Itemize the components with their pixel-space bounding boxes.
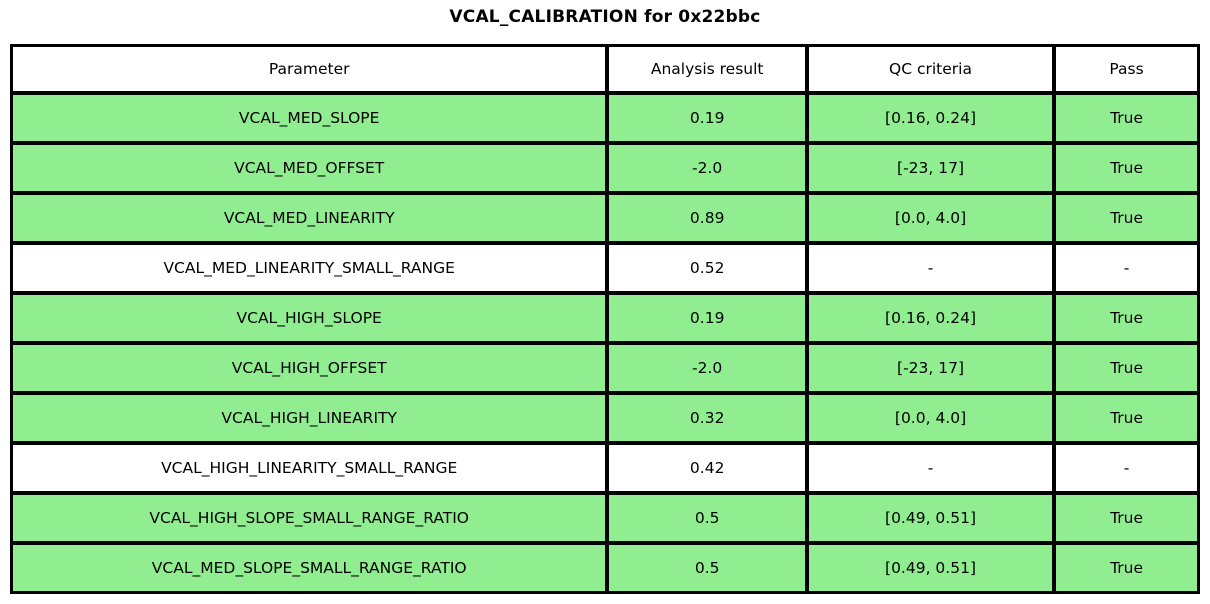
qc-criteria-cell: [0.0, 4.0] bbox=[806, 193, 1055, 243]
qc-table-body: VCAL_MED_SLOPE 0.19 [0.16, 0.24] True VC… bbox=[11, 93, 1199, 593]
pass-cell: - bbox=[1054, 443, 1199, 493]
table-row: VCAL_MED_OFFSET -2.0 [-23, 17] True bbox=[11, 143, 1199, 193]
parameter-cell: VCAL_MED_LINEARITY_SMALL_RANGE bbox=[11, 243, 608, 293]
analysis-result-cell: 0.5 bbox=[607, 493, 807, 543]
figure-title: VCAL_CALIBRATION for 0x22bbc bbox=[449, 7, 761, 27]
parameter-cell: VCAL_HIGH_LINEARITY bbox=[11, 393, 608, 443]
table-row: VCAL_MED_SLOPE_SMALL_RANGE_RATIO 0.5 [0.… bbox=[11, 543, 1199, 593]
col-header-qc-criteria: QC criteria bbox=[806, 45, 1055, 93]
table-row: VCAL_HIGH_OFFSET -2.0 [-23, 17] True bbox=[11, 343, 1199, 393]
pass-cell: True bbox=[1054, 493, 1199, 543]
qc-criteria-cell: [0.49, 0.51] bbox=[806, 543, 1055, 593]
table-row: VCAL_MED_LINEARITY_SMALL_RANGE 0.52 - - bbox=[11, 243, 1199, 293]
qc-results-table: Parameter Analysis result QC criteria Pa… bbox=[10, 44, 1200, 594]
qc-criteria-cell: [0.16, 0.24] bbox=[806, 293, 1055, 343]
col-header-pass: Pass bbox=[1054, 45, 1199, 93]
qc-criteria-cell: - bbox=[806, 243, 1055, 293]
analysis-result-cell: 0.89 bbox=[607, 193, 807, 243]
pass-cell: True bbox=[1054, 293, 1199, 343]
qc-criteria-cell: [0.0, 4.0] bbox=[806, 393, 1055, 443]
pass-cell: True bbox=[1054, 393, 1199, 443]
table-row: VCAL_HIGH_SLOPE_SMALL_RANGE_RATIO 0.5 [0… bbox=[11, 493, 1199, 543]
header-row: Parameter Analysis result QC criteria Pa… bbox=[11, 45, 1199, 93]
qc-criteria-cell: - bbox=[806, 443, 1055, 493]
analysis-result-cell: 0.52 bbox=[607, 243, 807, 293]
qc-criteria-cell: [-23, 17] bbox=[806, 143, 1055, 193]
analysis-result-cell: -2.0 bbox=[607, 143, 807, 193]
table-row: VCAL_MED_SLOPE 0.19 [0.16, 0.24] True bbox=[11, 93, 1199, 143]
qc-criteria-cell: [0.49, 0.51] bbox=[806, 493, 1055, 543]
table-row: VCAL_MED_LINEARITY 0.89 [0.0, 4.0] True bbox=[11, 193, 1199, 243]
analysis-result-cell: 0.5 bbox=[607, 543, 807, 593]
col-header-analysis-result: Analysis result bbox=[607, 45, 807, 93]
analysis-result-cell: 0.19 bbox=[607, 293, 807, 343]
parameter-cell: VCAL_HIGH_SLOPE_SMALL_RANGE_RATIO bbox=[11, 493, 608, 543]
analysis-result-cell: 0.19 bbox=[607, 93, 807, 143]
parameter-cell: VCAL_MED_SLOPE_SMALL_RANGE_RATIO bbox=[11, 543, 608, 593]
pass-cell: True bbox=[1054, 143, 1199, 193]
table-row: VCAL_HIGH_LINEARITY_SMALL_RANGE 0.42 - - bbox=[11, 443, 1199, 493]
qc-criteria-cell: [-23, 17] bbox=[806, 343, 1055, 393]
parameter-cell: VCAL_HIGH_SLOPE bbox=[11, 293, 608, 343]
parameter-cell: VCAL_HIGH_LINEARITY_SMALL_RANGE bbox=[11, 443, 608, 493]
parameter-cell: VCAL_MED_LINEARITY bbox=[11, 193, 608, 243]
parameter-cell: VCAL_MED_OFFSET bbox=[11, 143, 608, 193]
parameter-cell: VCAL_MED_SLOPE bbox=[11, 93, 608, 143]
pass-cell: True bbox=[1054, 93, 1199, 143]
pass-cell: True bbox=[1054, 193, 1199, 243]
analysis-result-cell: -2.0 bbox=[607, 343, 807, 393]
pass-cell: True bbox=[1054, 343, 1199, 393]
parameter-cell: VCAL_HIGH_OFFSET bbox=[11, 343, 608, 393]
table-row: VCAL_HIGH_SLOPE 0.19 [0.16, 0.24] True bbox=[11, 293, 1199, 343]
qc-criteria-cell: [0.16, 0.24] bbox=[806, 93, 1055, 143]
table-row: VCAL_HIGH_LINEARITY 0.32 [0.0, 4.0] True bbox=[11, 393, 1199, 443]
col-header-parameter: Parameter bbox=[11, 45, 608, 93]
analysis-result-cell: 0.32 bbox=[607, 393, 807, 443]
pass-cell: True bbox=[1054, 543, 1199, 593]
pass-cell: - bbox=[1054, 243, 1199, 293]
analysis-result-cell: 0.42 bbox=[607, 443, 807, 493]
